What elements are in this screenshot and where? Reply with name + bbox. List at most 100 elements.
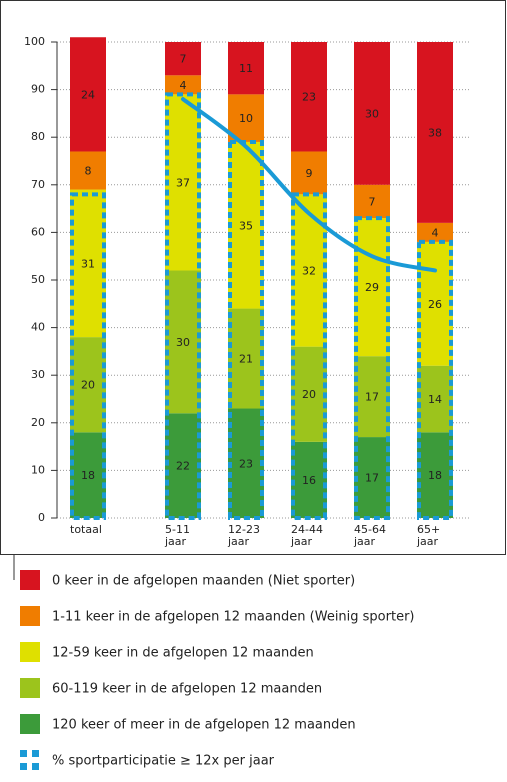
legend-swatch (32, 750, 39, 757)
legend-label: 60-119 keer in de afgelopen 12 maanden (52, 682, 322, 697)
value-label: 23 (239, 457, 253, 470)
bar-segment (291, 346, 327, 442)
value-label: 4 (432, 226, 439, 239)
value-label: 10 (239, 112, 253, 125)
bar-segment (354, 356, 390, 438)
legend-swatch (20, 763, 27, 770)
legend-label: 12-59 keer in de afgelopen 12 maanden (52, 646, 314, 661)
bar-segment (417, 365, 453, 433)
legend-label: 0 keer in de afgelopen maanden (Niet spo… (52, 574, 355, 589)
y-tick-label: 80 (31, 130, 45, 143)
bar-segment (70, 151, 106, 190)
bar-segment (291, 441, 327, 518)
y-tick-label: 40 (31, 321, 45, 334)
legend-swatch (20, 750, 27, 757)
bar-segment (70, 37, 106, 152)
participation-box (165, 92, 201, 521)
participation-box (417, 239, 453, 520)
x-tick-label: 12-23 jaar (228, 523, 260, 548)
y-tick-label: 50 (31, 273, 45, 286)
bar-segment (165, 270, 201, 414)
y-tick-label: 100 (24, 35, 45, 48)
legend-swatch (32, 763, 39, 770)
value-label: 18 (428, 469, 442, 482)
value-label: 7 (180, 53, 187, 66)
bar-segment (165, 94, 201, 271)
legend-swatch (20, 606, 40, 626)
value-label: 37 (176, 176, 190, 189)
value-label: 30 (365, 107, 379, 120)
bar-segment (165, 75, 201, 95)
y-tick-label: 30 (31, 368, 45, 381)
y-tick-label: 70 (31, 178, 45, 191)
bar-segment (70, 189, 106, 338)
value-label: 35 (239, 219, 253, 232)
bar-segment (228, 42, 264, 95)
bar-segment (417, 241, 453, 366)
bar-segment (417, 432, 453, 518)
value-label: 17 (365, 472, 379, 485)
y-tick-label: 10 (31, 463, 45, 476)
value-label: 16 (302, 474, 316, 487)
legend-swatch (20, 642, 40, 662)
value-label: 20 (302, 388, 316, 401)
chart-frame (0, 0, 506, 555)
bar-segment (228, 141, 264, 309)
value-label: 9 (306, 167, 313, 180)
bar-segment (354, 184, 390, 219)
bar-segment (165, 413, 201, 518)
value-label: 11 (239, 62, 253, 75)
legend-swatch (20, 570, 40, 590)
legend-swatch (20, 678, 40, 698)
value-label: 20 (81, 379, 95, 392)
x-tick-label: 5-11 jaar (165, 523, 190, 548)
y-tick-label: 0 (38, 511, 45, 524)
bar-segment (70, 337, 106, 433)
bar-segment (165, 42, 201, 76)
legend-label: 120 keer of meer in de afgelopen 12 maan… (52, 718, 356, 733)
legend-swatch (20, 714, 40, 734)
value-label: 23 (302, 91, 316, 104)
y-tick-label: 90 (31, 83, 45, 96)
value-label: 30 (176, 336, 190, 349)
value-label: 22 (176, 460, 190, 473)
value-label: 8 (85, 165, 92, 178)
value-label: 32 (302, 264, 316, 277)
bar-segment (291, 151, 327, 195)
value-label: 18 (81, 469, 95, 482)
y-tick-label: 60 (31, 225, 45, 238)
y-tick-label: 20 (31, 416, 45, 429)
value-label: 24 (81, 88, 95, 101)
participation-box (70, 192, 106, 520)
bar-segment (354, 218, 390, 357)
bar-segment (417, 222, 453, 242)
value-label: 17 (365, 391, 379, 404)
participation-box (228, 139, 264, 521)
value-label: 26 (428, 298, 442, 311)
x-tick-label: totaal (70, 523, 102, 536)
value-label: 29 (365, 281, 379, 294)
legend-label: 1-11 keer in de afgelopen 12 maanden (We… (52, 610, 415, 625)
participation-box (354, 216, 390, 520)
x-tick-label: 45-64 jaar (354, 523, 386, 548)
bar-segment (70, 432, 106, 518)
bar-segment (354, 42, 390, 185)
x-tick-label: 65+ jaar (417, 523, 441, 548)
legend-label: % sportparticipatie ≥ 12x per jaar (52, 754, 275, 769)
bar-segment (291, 42, 327, 152)
value-label: 7 (369, 195, 376, 208)
bar-segment (354, 437, 390, 518)
value-label: 38 (428, 126, 442, 139)
participation-box (291, 192, 327, 520)
value-label: 4 (180, 79, 187, 92)
value-label: 14 (428, 393, 442, 406)
value-label: 31 (81, 257, 95, 270)
bar-segment (417, 42, 453, 223)
bar-segment (291, 194, 327, 347)
bar-segment (228, 308, 264, 409)
bar-segment (228, 408, 264, 518)
trend-line (181, 97, 437, 273)
x-tick-label: 24-44 jaar (291, 523, 323, 548)
